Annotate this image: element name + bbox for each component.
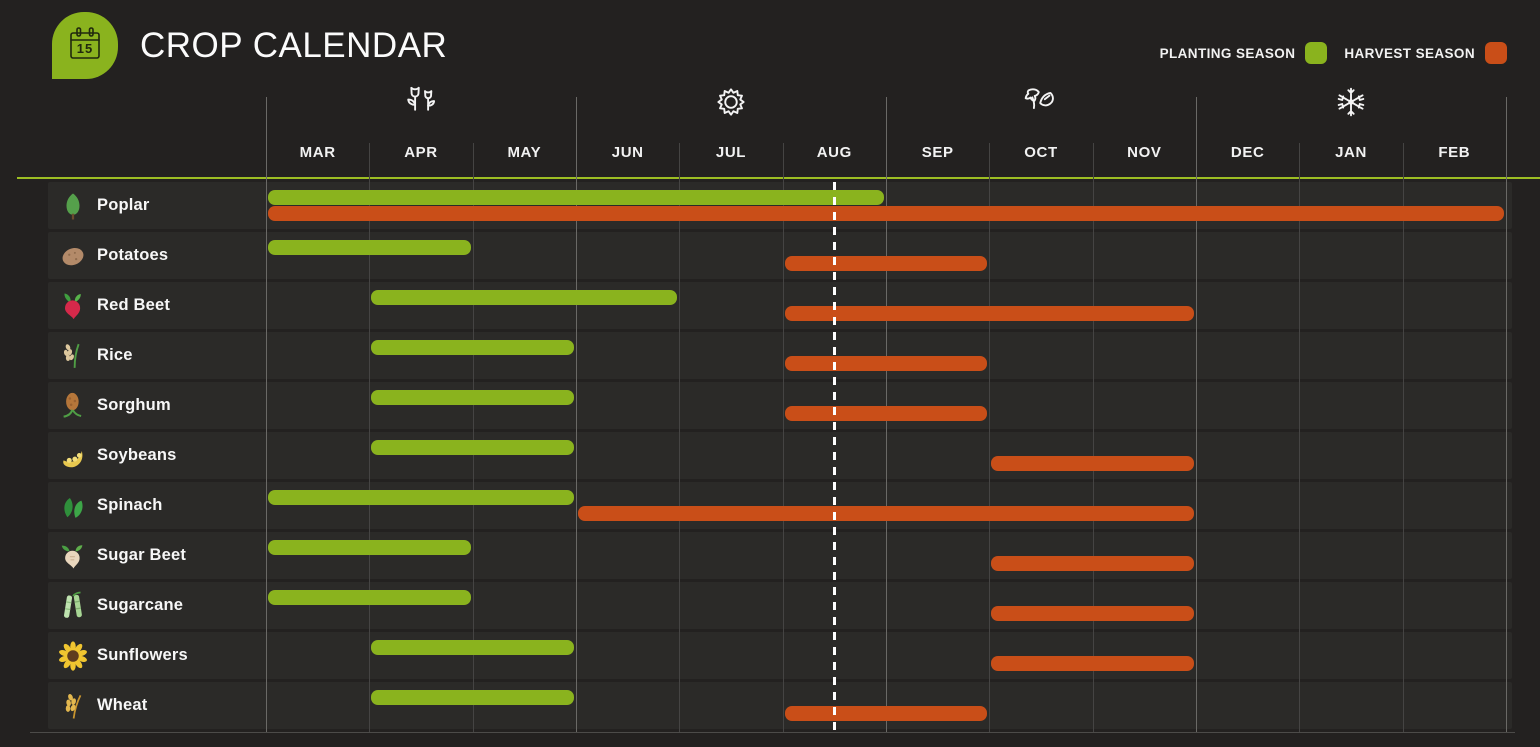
harvest-bar (991, 556, 1194, 571)
wheat-icon (58, 691, 88, 721)
rice-icon (58, 341, 88, 371)
month-grid-line (782, 143, 784, 732)
month-grid-line (1402, 143, 1404, 732)
crop-bars (266, 182, 1506, 229)
grid-lines (266, 97, 1507, 732)
spinach-icon (58, 491, 88, 521)
harvest-season-label: HARVEST SEASON (1344, 45, 1475, 61)
planting-bar (371, 690, 574, 705)
crop-row-sunflower: Sunflowers (48, 632, 1512, 679)
harvest-bar (578, 506, 1194, 521)
red-beet-icon (58, 291, 88, 321)
harvest-bar (784, 356, 988, 371)
planting-bar (371, 340, 574, 355)
crop-bars (266, 282, 1506, 329)
crop-row-potato: Potatoes (48, 232, 1512, 279)
crop-label: Wheat (97, 696, 148, 714)
crop-row-poplar: Poplar (48, 182, 1512, 229)
crop-label: Potatoes (97, 246, 169, 264)
page-title: CROP CALENDAR (140, 26, 448, 65)
chart-bottom-border (30, 732, 1515, 733)
planting-bar (268, 590, 471, 605)
planting-bar (268, 490, 574, 505)
planting-bar (371, 640, 574, 655)
crop-rows: Poplar Potatoes Red Beet Rice Sorghum Soybean… (48, 182, 1512, 732)
legend: PLANTING SEASON HARVEST SEASON (1160, 42, 1507, 64)
planting-color-swatch (1305, 42, 1328, 64)
crop-label: Rice (97, 346, 133, 364)
month-grid-line (1092, 143, 1094, 732)
month-grid-line (989, 143, 991, 732)
crop-row-soybeans: Soybeans (48, 432, 1512, 479)
crop-label: Sugarcane (97, 596, 184, 614)
calendar-day-number: 15 (76, 41, 94, 56)
header-accent-line (17, 177, 1540, 179)
crop-row-sugarcane: Sugarcane (48, 582, 1512, 629)
legend-item-harvest: HARVEST SEASON (1344, 42, 1507, 64)
crop-label: Red Beet (97, 296, 171, 314)
crop-row-rice: Rice (48, 332, 1512, 379)
crop-label: Sugar Beet (97, 546, 187, 564)
crop-row-wheat: Wheat (48, 682, 1512, 729)
planting-bar (268, 240, 471, 255)
harvest-bar (991, 606, 1194, 621)
planting-bar (268, 540, 471, 555)
harvest-bar (991, 656, 1194, 671)
sugar-beet-icon (58, 541, 88, 571)
sorghum-icon (58, 391, 88, 421)
month-grid-line (472, 143, 474, 732)
crop-label: Sorghum (97, 396, 171, 414)
season-boundary-line (266, 97, 267, 732)
crop-label: Sunflowers (97, 646, 188, 664)
potato-icon (58, 241, 88, 271)
crop-row-red-beet: Red Beet (48, 282, 1512, 329)
crop-bars (266, 432, 1506, 479)
app-logo: 15 (52, 12, 118, 79)
planting-bar (268, 190, 884, 205)
crop-row-sorghum: Sorghum (48, 382, 1512, 429)
crop-bars (266, 582, 1506, 629)
crop-bars (266, 632, 1506, 679)
crop-bars (266, 482, 1506, 529)
harvest-color-swatch (1485, 42, 1507, 64)
season-boundary-line (1196, 97, 1197, 732)
current-date-marker (832, 182, 836, 732)
harvest-bar (784, 406, 988, 421)
harvest-bar (784, 256, 988, 271)
month-grid-line (679, 143, 681, 732)
sugarcane-icon (58, 591, 88, 621)
sunflower-icon (58, 641, 88, 671)
month-grid-line (1299, 143, 1301, 732)
harvest-bar (268, 206, 1504, 221)
crop-label: Spinach (97, 496, 163, 514)
season-boundary-line (1506, 97, 1507, 732)
crop-label: Poplar (97, 196, 150, 214)
calendar-icon (70, 27, 100, 59)
planting-bar (371, 390, 574, 405)
crop-label: Soybeans (97, 446, 177, 464)
legend-item-planting: PLANTING SEASON (1160, 42, 1328, 64)
crop-bars (266, 532, 1506, 579)
planting-bar (371, 440, 574, 455)
month-grid-line (369, 143, 371, 732)
crop-row-sugar-beet: Sugar Beet (48, 532, 1512, 579)
season-boundary-line (576, 97, 577, 732)
planting-bar (371, 290, 678, 305)
harvest-bar (784, 706, 988, 721)
planting-season-label: PLANTING SEASON (1159, 45, 1296, 61)
soybeans-icon (58, 441, 88, 471)
crop-row-spinach: Spinach (48, 482, 1512, 529)
harvest-bar (991, 456, 1194, 471)
poplar-icon (58, 191, 88, 221)
harvest-bar (784, 306, 1194, 321)
